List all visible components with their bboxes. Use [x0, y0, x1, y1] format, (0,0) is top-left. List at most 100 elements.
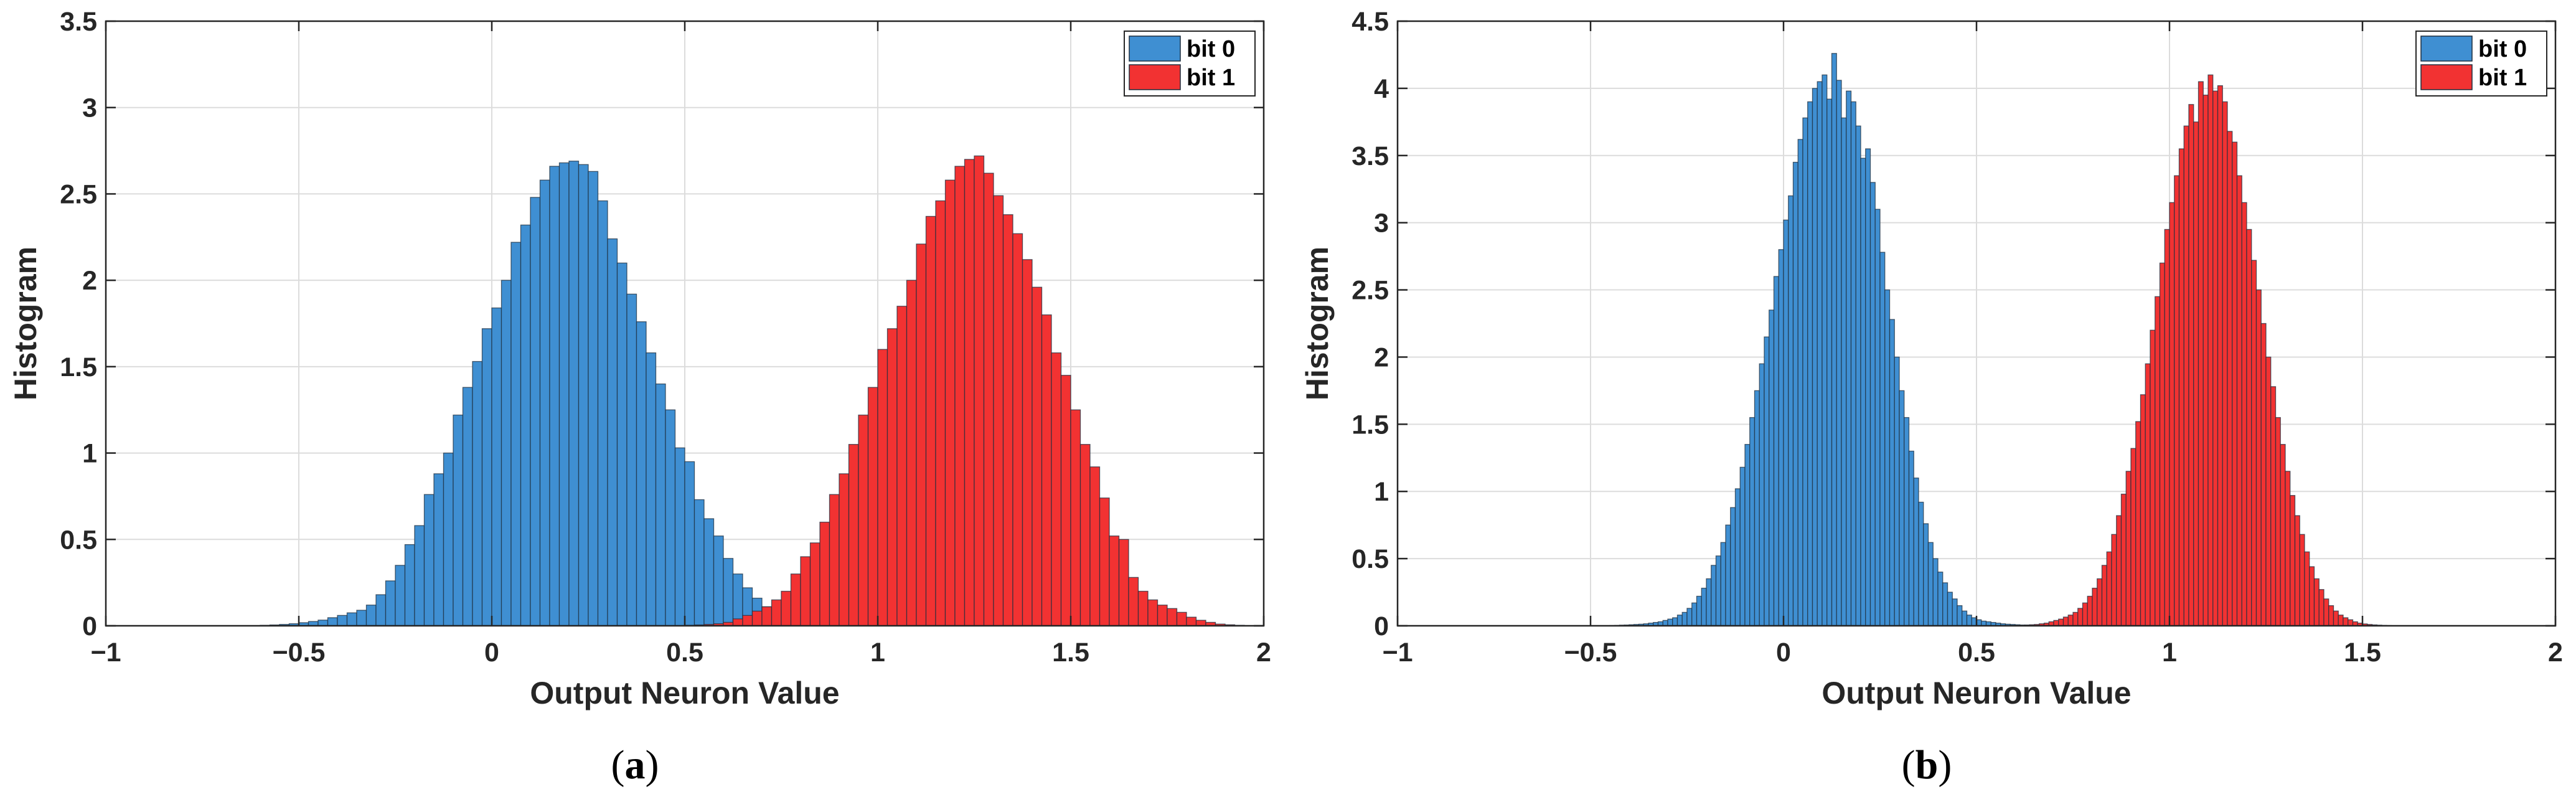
histogram-bar	[2333, 610, 2339, 626]
histogram-bar	[1099, 498, 1110, 626]
histogram-bar	[665, 409, 676, 626]
histogram-bar	[2193, 121, 2199, 626]
histogram-bar	[1022, 259, 1033, 626]
legend-swatch	[1129, 64, 1181, 90]
histogram-bar	[1807, 101, 1813, 626]
histogram-bar	[1089, 466, 1101, 626]
histogram-bar	[2338, 615, 2344, 626]
histogram-bar	[1711, 565, 1717, 626]
histogram-bar	[2290, 495, 2296, 626]
legend-label: bit 0	[2478, 36, 2527, 62]
histogram-bar	[501, 280, 512, 626]
histogram-bar	[1860, 158, 1866, 626]
y-tick-label: 0	[82, 611, 97, 641]
histogram-bar	[1773, 276, 1779, 626]
histogram-bar	[597, 200, 608, 626]
histogram-bar	[1764, 336, 1770, 626]
histogram-bar	[2241, 202, 2247, 626]
histogram-bar	[1734, 488, 1741, 626]
histogram-bar	[1137, 590, 1149, 626]
histogram-bar	[2232, 141, 2238, 626]
histogram-bar	[356, 610, 367, 626]
panel-caption: (b)	[1902, 742, 1952, 788]
histogram-bar	[1691, 602, 1698, 626]
x-tick-label: −0.5	[1564, 638, 1617, 668]
histogram-bar	[2309, 566, 2315, 626]
y-tick-label: 3	[82, 93, 97, 123]
histogram-bar	[365, 605, 377, 626]
histogram-bar	[867, 387, 878, 626]
histogram-bar	[916, 243, 927, 626]
histogram-bar	[2169, 202, 2175, 626]
histogram-bar	[2130, 448, 2136, 626]
histogram-bar	[2111, 534, 2117, 626]
legend: bit 0 bit 1	[1124, 31, 1256, 97]
histogram-bar	[1962, 610, 1968, 626]
x-tick-label: 2	[1256, 638, 1271, 668]
histogram-bar	[327, 617, 338, 626]
histogram-bar	[2092, 587, 2098, 626]
histogram-bar	[2188, 104, 2194, 626]
panel-caption: (a)	[611, 742, 659, 788]
histogram-bar	[433, 473, 444, 626]
histogram-bar	[848, 444, 859, 626]
histogram-bar	[964, 159, 975, 626]
y-tick-label: 0.5	[1351, 544, 1389, 574]
y-tick-label: 3.5	[60, 7, 97, 37]
histogram-bar	[925, 215, 936, 626]
histogram-bar	[549, 166, 560, 626]
histogram-bar	[1744, 444, 1751, 626]
histogram-bar	[771, 599, 782, 626]
x-tick-label: 2	[2548, 638, 2563, 668]
x-tick-label: −1	[1382, 638, 1413, 668]
histogram-bar	[588, 171, 599, 626]
histogram-bar	[1701, 587, 1707, 626]
histogram-bar	[317, 620, 329, 626]
histogram-bar	[2299, 534, 2305, 626]
histogram-bar	[2318, 589, 2325, 626]
histogram-bar	[1147, 599, 1159, 626]
y-tick-label: 1.5	[60, 352, 97, 382]
series-bit-0	[1609, 53, 2059, 626]
histogram-bar	[1952, 598, 1958, 626]
histogram-bar	[1715, 555, 1721, 626]
histogram-bar	[423, 494, 435, 626]
caption-paren-open: (	[1902, 742, 1916, 788]
y-axis-label: Histogram	[1300, 247, 1335, 400]
histogram-bar	[1846, 90, 1852, 626]
x-axis-label: Output Neuron Value	[1822, 676, 2131, 710]
histogram-bar	[1002, 214, 1013, 626]
x-axis-label: Output Neuron Value	[530, 676, 839, 710]
y-tick-label: 1.5	[1351, 410, 1389, 440]
histogram-bar	[1923, 523, 1929, 626]
histogram-bar	[858, 414, 869, 626]
histogram-bar	[414, 525, 425, 626]
y-tick-label: 3	[1374, 209, 1389, 238]
x-tick-label: −1	[90, 638, 121, 668]
histogram-bar	[1927, 542, 1934, 626]
y-axis-label: Histogram	[8, 247, 43, 400]
histogram-bar	[732, 618, 743, 626]
histogram-bar	[906, 280, 917, 626]
x-tick-label: 1	[2162, 638, 2177, 668]
histogram-bar	[1836, 80, 1842, 626]
histogram-bar	[2183, 125, 2189, 626]
histogram-bar	[1817, 81, 1823, 626]
histogram-bar	[1826, 98, 1833, 626]
histogram-bar	[1966, 615, 1972, 626]
y-tick-label: 0	[1374, 611, 1389, 641]
histogram-bar	[974, 155, 985, 626]
legend-label: bit 1	[1187, 65, 1235, 91]
histogram-bar	[2265, 356, 2272, 626]
histogram-bar	[2304, 551, 2310, 626]
histogram-bar	[568, 161, 580, 626]
histogram-bar	[607, 238, 618, 626]
histogram-bar	[1662, 620, 1668, 626]
legend-swatch	[2420, 35, 2473, 62]
series-bit-1	[684, 155, 1245, 626]
histogram-bar	[1797, 139, 1803, 626]
histogram-bar	[2260, 323, 2267, 626]
histogram-bar	[636, 321, 647, 626]
y-tick-label: 0.5	[60, 525, 97, 555]
